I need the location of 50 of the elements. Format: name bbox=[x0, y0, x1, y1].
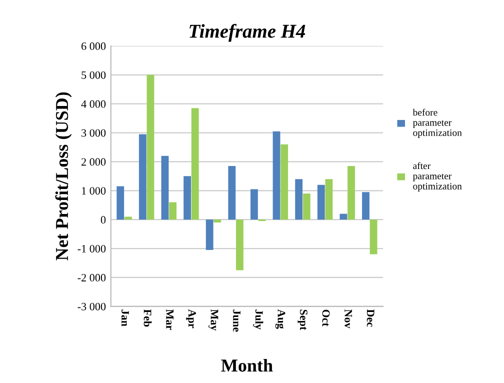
bar bbox=[348, 166, 355, 220]
y-tick-label: 4 000 bbox=[81, 100, 106, 108]
x-tick-label: Sept bbox=[298, 310, 308, 330]
x-tick-label: July bbox=[253, 310, 264, 330]
bar bbox=[295, 179, 303, 220]
bar bbox=[325, 179, 333, 220]
bar bbox=[317, 184, 325, 220]
bar bbox=[116, 186, 124, 220]
y-tick-label: -2 000 bbox=[78, 274, 106, 282]
y-tick-label: 2 000 bbox=[82, 158, 106, 166]
bar bbox=[272, 131, 280, 220]
bar bbox=[214, 220, 222, 222]
x-tick-label: Jan bbox=[121, 310, 129, 326]
bar bbox=[280, 144, 288, 220]
bar bbox=[191, 108, 199, 220]
bar bbox=[236, 220, 244, 270]
y-tick-label: -1 000 bbox=[78, 244, 106, 252]
x-tick-label: Feb bbox=[144, 309, 152, 327]
chart-title: Timeframe H4 bbox=[190, 24, 306, 42]
bar bbox=[228, 166, 236, 220]
bar bbox=[340, 214, 348, 220]
bar bbox=[161, 156, 169, 220]
legend-label: before parameter optimization bbox=[412, 108, 462, 138]
x-tick-label: Nov bbox=[344, 309, 352, 328]
x-tick-label: Apr bbox=[186, 309, 196, 328]
bar bbox=[124, 216, 132, 220]
y-tick-label: 1 000 bbox=[82, 187, 106, 195]
y-tick-label: 3 000 bbox=[82, 129, 106, 137]
bar bbox=[302, 194, 310, 220]
x-tick-label: May bbox=[208, 309, 218, 331]
bar bbox=[370, 220, 378, 254]
x-tick-label: Mar bbox=[166, 309, 174, 330]
y-tick-label: 0 bbox=[100, 216, 106, 224]
bar bbox=[138, 134, 146, 220]
bar bbox=[362, 192, 370, 220]
y-axis-title: Net Profit/Loss (USD) bbox=[55, 92, 72, 260]
x-tick-label: Aug bbox=[275, 309, 286, 329]
x-tick-label: June bbox=[233, 310, 240, 332]
bar bbox=[169, 202, 176, 220]
x-axis-title: Month bbox=[221, 358, 273, 372]
bar bbox=[206, 220, 214, 250]
y-tick-label: 5 000 bbox=[82, 71, 106, 79]
bar bbox=[146, 74, 154, 220]
legend-label: after parameter optimization bbox=[412, 162, 462, 192]
x-tick-label: Dec bbox=[366, 309, 374, 327]
x-tick-label: Oct bbox=[322, 310, 330, 326]
bar bbox=[250, 189, 258, 220]
y-tick-label: 6 000 bbox=[81, 42, 106, 50]
y-tick-label: -3 000 bbox=[78, 302, 106, 310]
bar bbox=[184, 176, 191, 220]
